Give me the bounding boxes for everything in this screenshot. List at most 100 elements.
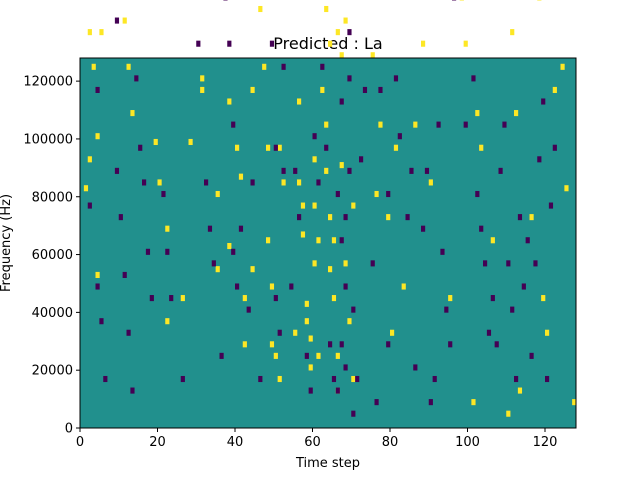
low-value-cell bbox=[161, 190, 166, 198]
high-value-cell bbox=[564, 185, 569, 192]
low-value-cell bbox=[277, 329, 282, 336]
low-value-cell bbox=[510, 306, 515, 313]
high-value-cell bbox=[215, 266, 220, 273]
high-value-cell bbox=[126, 63, 131, 70]
high-value-cell bbox=[242, 295, 247, 302]
x-tick-label: 0 bbox=[76, 435, 84, 450]
high-value-cell bbox=[215, 190, 220, 198]
x-tick-label: 20 bbox=[149, 435, 166, 450]
low-value-cell bbox=[269, 40, 275, 47]
low-value-cell bbox=[393, 75, 399, 82]
high-value-cell bbox=[328, 214, 333, 221]
low-value-cell bbox=[405, 214, 410, 221]
low-value-cell bbox=[196, 40, 201, 47]
high-value-cell bbox=[324, 167, 329, 174]
low-value-cell bbox=[339, 98, 344, 105]
low-value-cell bbox=[351, 306, 356, 313]
high-value-cell bbox=[510, 29, 515, 36]
heatmap-cells bbox=[83, 0, 577, 417]
low-value-cell bbox=[130, 387, 135, 394]
heatmap-background bbox=[80, 58, 576, 428]
high-value-cell bbox=[471, 399, 476, 406]
high-value-cell bbox=[335, 29, 340, 36]
high-value-cell bbox=[347, 318, 352, 325]
low-value-cell bbox=[331, 375, 337, 383]
low-value-cell bbox=[386, 190, 391, 198]
low-value-cell bbox=[258, 375, 263, 383]
high-value-cell bbox=[300, 202, 306, 209]
low-value-cell bbox=[293, 167, 298, 174]
low-value-cell bbox=[537, 156, 542, 163]
low-value-cell bbox=[231, 121, 236, 128]
low-value-cell bbox=[339, 341, 344, 348]
high-value-cell bbox=[475, 110, 480, 117]
high-value-cell bbox=[277, 375, 282, 383]
x-tick-label: 40 bbox=[227, 435, 244, 450]
low-value-cell bbox=[343, 364, 348, 371]
high-value-cell bbox=[448, 295, 453, 302]
high-value-cell bbox=[320, 86, 325, 93]
x-tick-label: 100 bbox=[455, 435, 480, 450]
high-value-cell bbox=[572, 399, 577, 406]
low-value-cell bbox=[424, 167, 430, 174]
low-value-cell bbox=[281, 63, 286, 70]
low-value-cell bbox=[227, 40, 232, 47]
low-value-cell bbox=[428, 399, 433, 406]
high-value-cell bbox=[157, 179, 162, 186]
high-value-cell bbox=[250, 266, 255, 273]
high-value-cell bbox=[517, 387, 523, 394]
high-value-cell bbox=[316, 352, 321, 359]
low-value-cell bbox=[122, 271, 127, 278]
low-value-cell bbox=[421, 225, 426, 232]
high-value-cell bbox=[312, 202, 317, 209]
low-value-cell bbox=[432, 375, 437, 383]
low-value-cell bbox=[324, 144, 329, 151]
high-value-cell bbox=[308, 335, 313, 342]
high-value-cell bbox=[235, 144, 240, 151]
y-tick-label: 0 bbox=[65, 422, 73, 437]
low-value-cell bbox=[343, 283, 348, 290]
low-value-cell bbox=[219, 352, 224, 359]
high-value-cell bbox=[87, 156, 92, 163]
high-value-cell bbox=[324, 5, 329, 13]
low-value-cell bbox=[545, 375, 550, 383]
high-value-cell bbox=[281, 179, 286, 186]
low-value-cell bbox=[103, 375, 108, 383]
low-value-cell bbox=[479, 225, 484, 232]
high-value-cell bbox=[514, 110, 519, 117]
high-value-cell bbox=[339, 162, 344, 169]
low-value-cell bbox=[95, 86, 100, 93]
high-value-cell bbox=[343, 260, 348, 267]
low-value-cell bbox=[514, 375, 519, 383]
low-value-cell bbox=[211, 260, 216, 267]
low-value-cell bbox=[149, 295, 154, 302]
high-value-cell bbox=[165, 318, 170, 325]
low-value-cell bbox=[180, 375, 185, 383]
low-value-cell bbox=[145, 248, 151, 255]
high-value-cell bbox=[153, 138, 158, 146]
high-value-cell bbox=[401, 283, 406, 290]
low-value-cell bbox=[486, 329, 492, 336]
high-value-cell bbox=[297, 98, 302, 105]
low-value-cell bbox=[134, 75, 139, 82]
high-value-cell bbox=[293, 329, 298, 336]
low-value-cell bbox=[273, 144, 278, 151]
high-value-cell bbox=[250, 86, 255, 93]
y-tick-label: 40000 bbox=[32, 306, 73, 321]
x-tick-label: 80 bbox=[382, 435, 399, 450]
high-value-cell bbox=[393, 144, 399, 151]
high-value-cell bbox=[95, 133, 100, 140]
high-value-cell bbox=[545, 329, 550, 336]
low-value-cell bbox=[339, 237, 344, 244]
low-value-cell bbox=[448, 341, 453, 348]
high-value-cell bbox=[180, 295, 185, 302]
low-value-cell bbox=[347, 75, 352, 82]
low-value-cell bbox=[87, 202, 92, 209]
low-value-cell bbox=[297, 214, 302, 221]
low-value-cell bbox=[165, 248, 170, 255]
low-value-cell bbox=[207, 225, 213, 232]
y-tick-label: 100000 bbox=[23, 132, 73, 147]
low-value-cell bbox=[95, 283, 100, 290]
high-value-cell bbox=[390, 329, 395, 336]
high-value-cell bbox=[324, 121, 329, 128]
